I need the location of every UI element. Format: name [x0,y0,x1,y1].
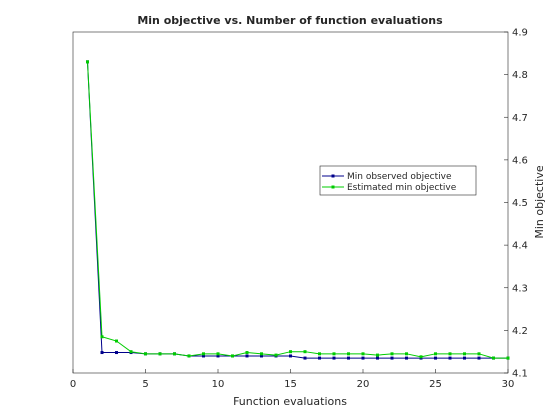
x-axis-label: Function evaluations [233,395,347,408]
series-1-point [434,352,437,356]
series-1-point [144,352,147,356]
y-axis: 4.1 4.2 4.3 4.4 4.5 4.6 4.7 4.8 4.9 [504,28,528,380]
plot-frame [72,31,509,374]
legend-text-estimated-min: Estimated min objective [347,183,457,193]
series-1-point [492,356,495,360]
series-1-point [448,352,452,356]
series-1-point [216,352,220,356]
series-0-point [463,356,466,360]
y-axis-label: Min objective [533,165,546,238]
x-tick-label: 25 [429,379,442,390]
series-0-point [376,356,379,360]
series-1-point [115,339,118,343]
series-0-point [303,356,307,360]
y-tick-label: 4.6 [512,155,528,166]
series-1-point [347,352,350,356]
series-0-point [318,356,321,360]
series-line-1 [87,61,508,359]
series-1-point [202,352,205,356]
series-0-point [448,356,452,360]
series-1-point [506,356,510,360]
series-1-point [419,355,423,359]
series-0-point [245,354,249,358]
x-tick-label: 20 [357,379,370,390]
series-0-point [289,354,292,358]
series-1-point [318,352,321,356]
series-0-point [202,354,205,358]
series-1-point [405,352,408,356]
y-tick-label: 4.4 [512,241,528,252]
series-1-point [303,350,307,354]
series-1-point [274,353,278,357]
series-line-0 [87,61,508,359]
series-1-point [231,354,234,358]
series-0-point [115,351,118,355]
series-1-point [332,352,336,356]
series-0-point [477,356,481,360]
legend-box [319,165,477,196]
legend-marker-min-observed [331,174,335,178]
x-axis: 0 5 10 15 20 25 30 [70,369,515,390]
series-0-point [390,356,394,360]
series-1-point [86,60,89,64]
series-0-point [434,356,437,360]
x-tick-label: 15 [284,379,297,390]
series-0-point [405,356,408,360]
legend-text-min-observed: Min observed objective [347,172,452,182]
series-0-point [260,354,263,358]
series-1-point [376,353,379,357]
series-1-point [173,352,176,356]
x-tick-label: 30 [502,379,515,390]
legend: Min observed objective Estimated min obj… [319,165,477,196]
series-1-point [158,352,162,356]
series-0-point [100,351,104,355]
series-1-point [361,352,365,356]
series-1-point [100,335,104,339]
series-1-point [463,352,466,356]
series-1-point [245,351,249,355]
x-tick-label: 10 [212,379,225,390]
legend-marker-estimated-min [331,185,335,189]
series-1-point [477,352,481,356]
x-tick-label: 5 [142,379,148,390]
series-0-point [332,356,336,360]
series-1-point [289,350,292,354]
y-tick-label: 4.2 [512,326,528,337]
series-0-point [347,356,350,360]
series-0-point [216,354,220,358]
plot-area [72,31,509,374]
y-tick-label: 4.9 [512,28,528,39]
y-tick-label: 4.5 [512,198,528,209]
y-tick-label: 4.8 [512,70,528,81]
y-tick-label: 4.7 [512,113,528,124]
series-1-point [187,354,191,358]
series-1-point [129,350,133,354]
series-layer [86,60,510,360]
x-tick-label: 0 [70,379,76,390]
series-0-point [361,356,365,360]
chart-title: Min objective vs. Number of function eva… [137,14,443,27]
y-tick-label: 4.3 [512,283,528,294]
series-1-point [390,352,394,356]
series-1-point [260,352,263,356]
y-tick-label: 4.1 [512,369,528,380]
